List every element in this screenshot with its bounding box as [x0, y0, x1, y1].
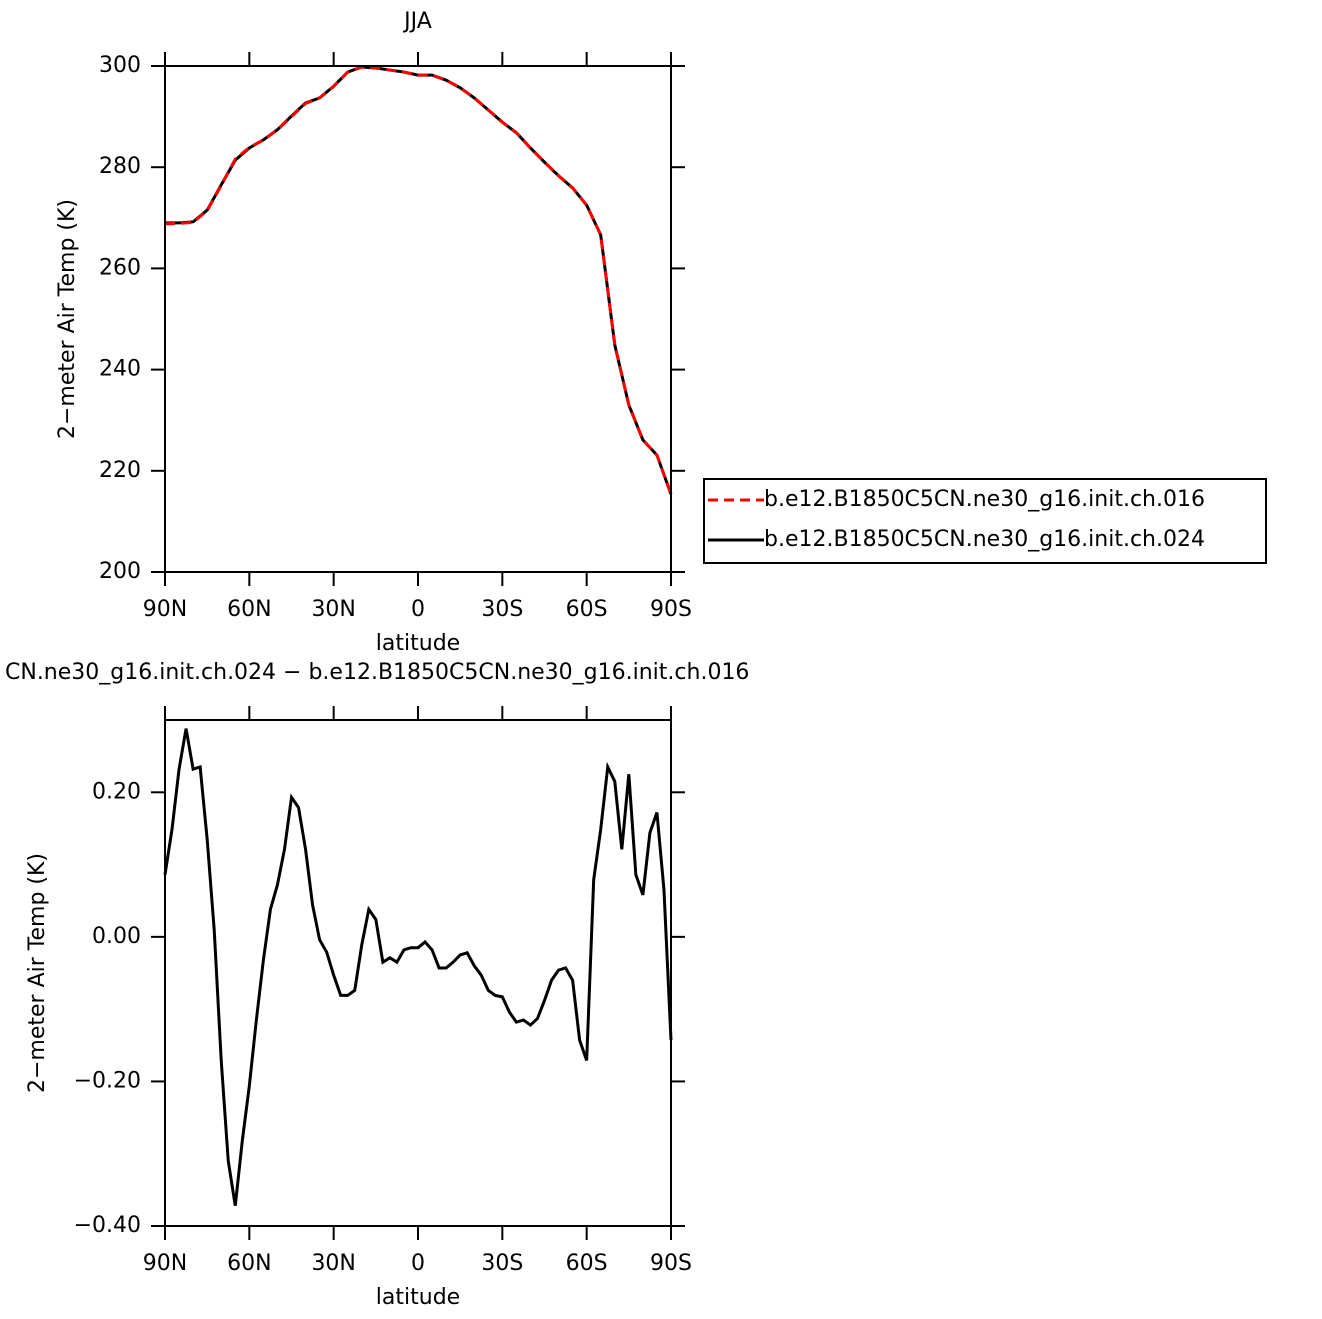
- x-tick-label: 60N: [227, 1251, 271, 1276]
- y-tick-label: 0.00: [92, 924, 141, 949]
- y-axis-label: 2−meter Air Temp (K): [25, 853, 50, 1093]
- x-tick-label: 60S: [566, 597, 608, 622]
- x-tick-label: 60S: [566, 1251, 608, 1276]
- x-tick-label: 60N: [227, 597, 271, 622]
- x-tick-label: 90S: [650, 597, 692, 622]
- data-line: [163, 728, 673, 1206]
- y-tick-label: 200: [99, 559, 141, 584]
- legend-box: [703, 478, 1267, 564]
- x-tick-label: 0: [411, 597, 425, 622]
- chart-title: JJA: [402, 9, 432, 34]
- x-tick-label: 30N: [311, 1251, 355, 1276]
- x-tick-label: 30S: [481, 597, 523, 622]
- x-tick-label: 30N: [311, 597, 355, 622]
- x-tick-label: 90S: [650, 1251, 692, 1276]
- x-tick-label: 90N: [143, 1251, 187, 1276]
- y-tick-label: 260: [99, 255, 141, 280]
- y-tick-label: 280: [99, 154, 141, 179]
- y-tick-label: −0.40: [74, 1213, 141, 1238]
- y-axis-label: 2−meter Air Temp (K): [55, 199, 80, 439]
- x-tick-label: 90N: [143, 597, 187, 622]
- y-tick-label: 300: [99, 53, 141, 78]
- legend-label: b.e12.B1850C5CN.ne30_g16.init.ch.016: [764, 487, 1205, 512]
- y-tick-label: −0.20: [74, 1068, 141, 1093]
- data-line: [165, 65, 673, 495]
- data-line: [164, 65, 673, 495]
- y-tick-label: 0.20: [92, 779, 141, 804]
- legend-label: b.e12.B1850C5CN.ne30_g16.init.ch.024: [764, 527, 1205, 552]
- plot-frame: [164, 719, 672, 1227]
- x-tick-label: 0: [411, 1251, 425, 1276]
- y-tick-label: 240: [99, 357, 141, 382]
- chart-title: CN.ne30_g16.init.ch.024 − b.e12.B1850C5C…: [5, 660, 749, 685]
- plot-frame: [164, 65, 672, 573]
- x-axis-label: latitude: [376, 631, 460, 656]
- x-tick-label: 30S: [481, 1251, 523, 1276]
- x-axis-label: latitude: [376, 1285, 460, 1310]
- y-tick-label: 220: [99, 458, 141, 483]
